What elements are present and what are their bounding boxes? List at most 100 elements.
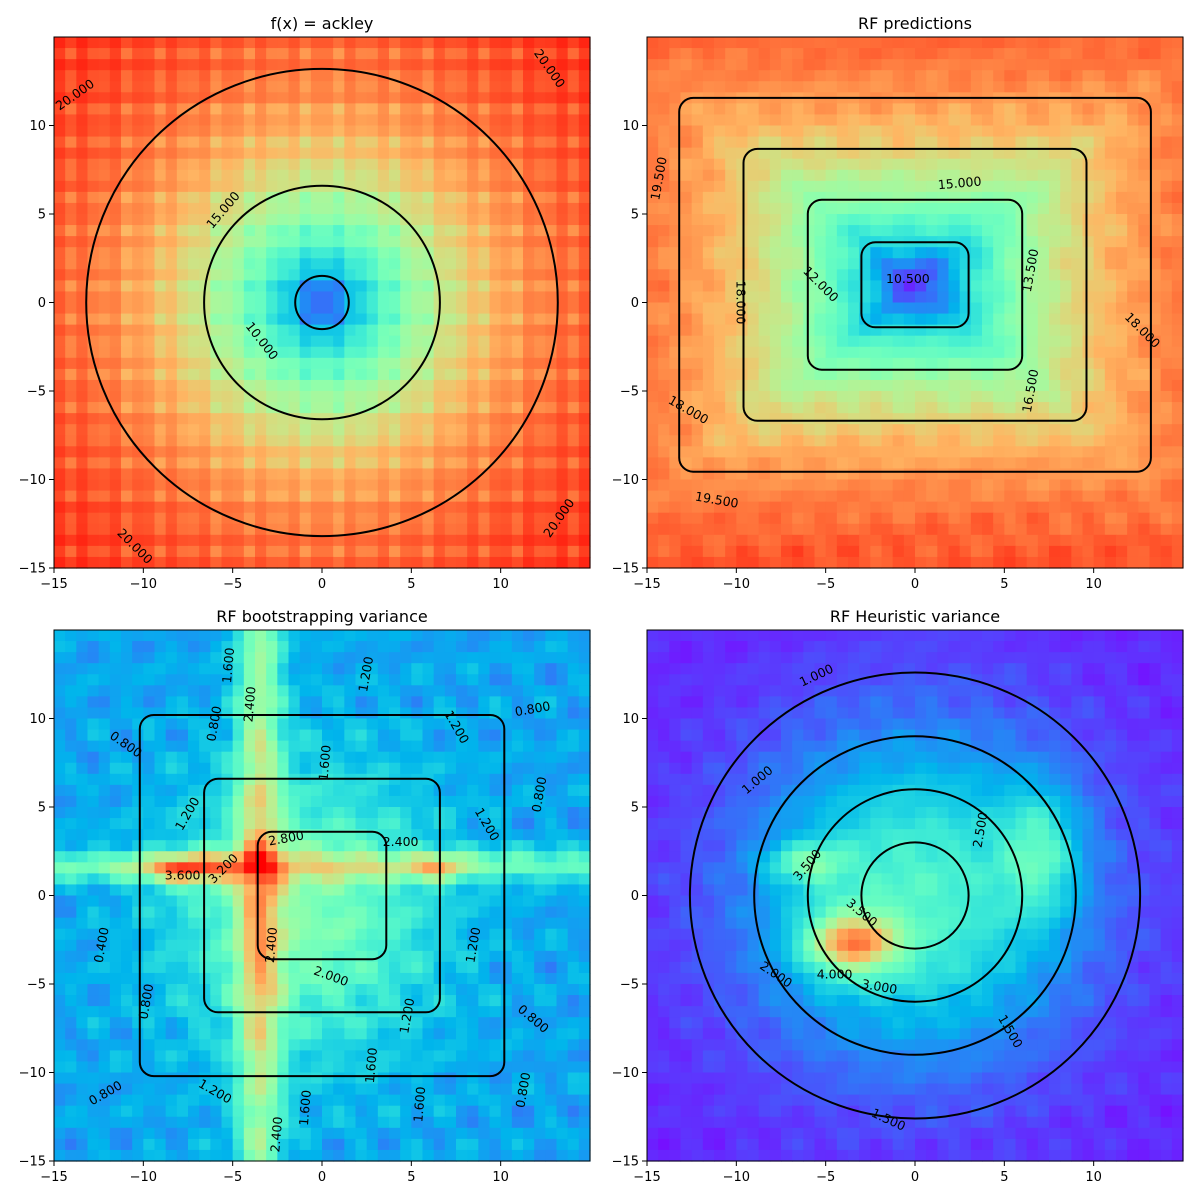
heatmap-cell [658, 280, 670, 293]
heatmap-cell [1004, 136, 1017, 149]
heatmap-cell [377, 191, 390, 204]
heatmap-cell [1171, 324, 1184, 337]
heatmap-cell [556, 457, 569, 470]
heatmap-cell [892, 269, 905, 281]
heatmap-cell [769, 269, 782, 281]
heatmap-cell [578, 92, 591, 104]
heatmap-cell [255, 302, 267, 315]
heatmap-cell [456, 545, 468, 558]
heatmap-cell [344, 512, 357, 525]
heatmap-cell [98, 556, 111, 569]
heatmap-cell [1104, 324, 1117, 337]
heatmap-cell [232, 103, 245, 116]
heatmap-cell [456, 379, 468, 392]
heatmap-cell [232, 147, 245, 160]
heatmap-cell [803, 346, 816, 359]
heatmap-cell [288, 674, 301, 686]
heatmap-cell [545, 225, 558, 237]
heatmap-cell [456, 103, 468, 116]
heatmap-cell [1082, 114, 1095, 127]
heatmap-cell [959, 523, 972, 536]
heatmap-cell [758, 512, 771, 525]
heatmap-cell [210, 545, 223, 558]
heatmap-cell [478, 435, 491, 447]
heatmap-cell [456, 413, 468, 425]
heatmap-cell [288, 556, 301, 569]
heatmap-cell [1093, 391, 1106, 403]
heatmap-cell [210, 630, 223, 642]
heatmap-cell [1149, 402, 1162, 414]
heatmap-cell [98, 630, 111, 642]
heatmap-cell [1037, 435, 1050, 447]
heatmap-cell [98, 191, 111, 204]
heatmap-cell [511, 136, 524, 149]
heatmap-cell [299, 534, 312, 547]
heatmap-cell [747, 291, 760, 304]
heatmap-cell [76, 379, 89, 392]
heatmap-cell [221, 379, 234, 392]
heatmap-cell [556, 479, 569, 492]
heatmap-cell [769, 556, 782, 569]
heatmap-cell [98, 402, 111, 414]
heatmap-cell [478, 291, 491, 304]
heatmap-cell [892, 523, 905, 536]
heatmap-cell [792, 103, 804, 116]
heatmap-cell [523, 391, 535, 403]
heatmap-cell [344, 479, 357, 492]
heatmap-cell [255, 468, 267, 481]
heatmap-cell [1037, 302, 1050, 315]
heatmap-cell [109, 214, 122, 226]
heatmap-cell [355, 641, 368, 653]
heatmap-cell [747, 379, 760, 392]
heatmap-cell [199, 247, 211, 259]
heatmap-cell [221, 368, 234, 381]
heatmap-cell [511, 247, 524, 259]
heatmap-cell [199, 446, 211, 458]
heatmap-cell [781, 269, 793, 281]
heatmap-cell [702, 335, 715, 348]
heatmap-cell [926, 302, 938, 315]
heatmap-cell [377, 125, 390, 138]
heatmap-cell [1116, 490, 1128, 503]
heatmap-cell [915, 147, 927, 160]
heatmap-cell [736, 81, 749, 93]
heatmap-cell [578, 674, 591, 686]
heatmap-cell [870, 379, 883, 392]
heatmap-cell [143, 70, 156, 82]
heatmap-cell [456, 258, 468, 270]
heatmap-cell [511, 269, 524, 281]
heatmap-cell [1071, 225, 1084, 237]
heatmap-cell [288, 48, 301, 60]
heatmap-cell [736, 158, 749, 171]
heatmap-cell [814, 379, 827, 392]
heatmap-cell [1082, 435, 1095, 447]
heatmap-cell [725, 269, 737, 281]
heatmap-cell [736, 59, 749, 71]
heatmap-cell [1026, 48, 1039, 60]
heatmap-cell [255, 313, 267, 326]
heatmap-cell [456, 685, 468, 697]
heatmap-cell [344, 446, 357, 458]
heatmap-cell [903, 523, 916, 536]
heatmap-cell [54, 37, 66, 49]
heatmap-cell [333, 379, 345, 392]
heatmap-cell [221, 413, 234, 425]
heatmap-cell [400, 534, 412, 547]
heatmap-cell [355, 545, 368, 558]
heatmap-cell [736, 291, 749, 304]
heatmap-cell [389, 147, 401, 160]
heatmap-cell [948, 48, 961, 60]
heatmap-cell [1104, 59, 1117, 71]
heatmap-cell [467, 335, 479, 348]
heatmap-cell [422, 180, 435, 193]
heatmap-cell [1104, 446, 1117, 458]
heatmap-cell [814, 214, 827, 226]
heatmap-cell [355, 169, 368, 182]
heatmap-cell [98, 424, 111, 436]
heatmap-cell [1138, 37, 1151, 49]
heatmap-cell [669, 37, 682, 49]
heatmap-cell [870, 103, 883, 116]
heatmap-cell [255, 490, 267, 503]
heatmap-cell [489, 269, 502, 281]
heatmap-cell [959, 501, 972, 514]
